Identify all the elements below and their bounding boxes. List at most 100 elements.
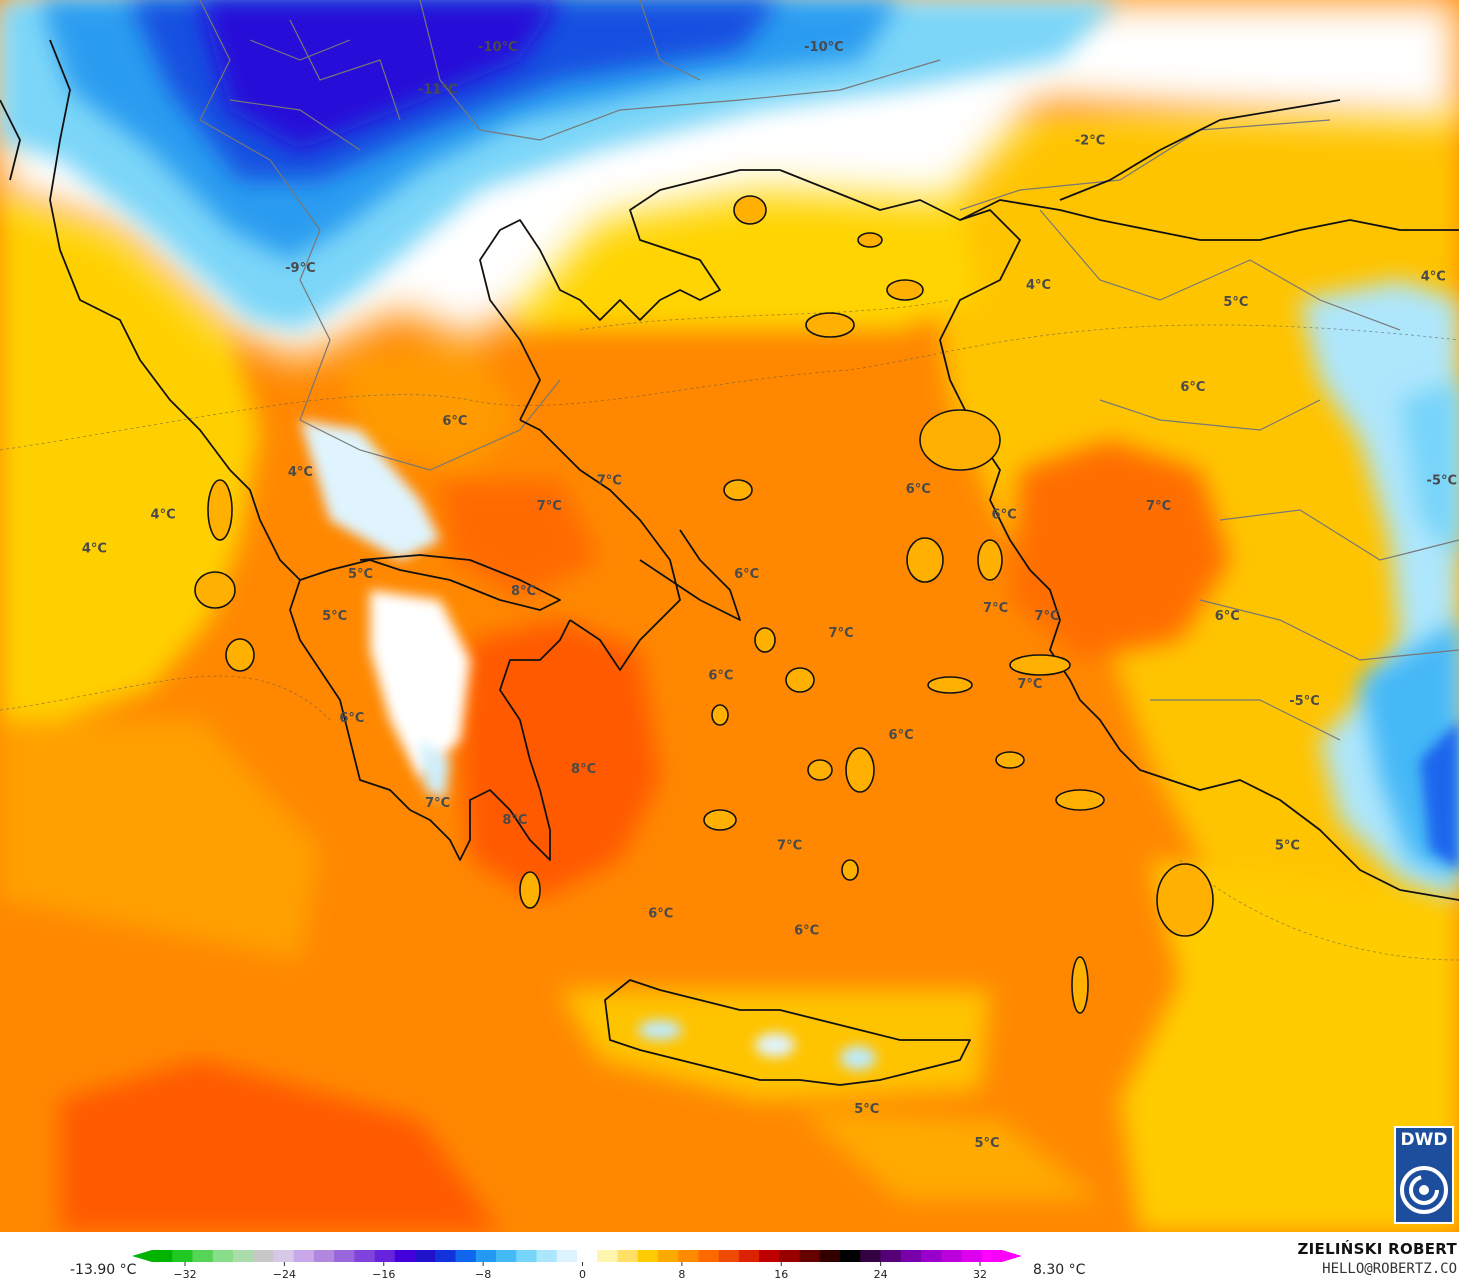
legend-bar: -13.90 °C −32 −24 −16 −8 0 8 16 24 32 8.30 °C ZI… — [0, 1232, 1459, 1287]
colorbar-cell — [799, 1250, 821, 1262]
colorbar-cell — [313, 1250, 335, 1262]
colorbar-cell — [232, 1250, 254, 1262]
colorbar-tick-label: 16 — [774, 1268, 788, 1281]
colorbar-cell — [819, 1250, 841, 1262]
colorbar-tick-label: 24 — [874, 1268, 888, 1281]
colorbar-cell — [941, 1250, 963, 1262]
temperature-label: 6°C — [734, 567, 759, 582]
colorbar-cell — [253, 1250, 274, 1262]
temperature-label: 6°C — [794, 924, 819, 939]
colorbar-cell — [961, 1250, 983, 1262]
colorbar-tick-label: 32 — [973, 1268, 987, 1281]
islands — [194, 195, 1214, 1014]
temperature-label: -2°C — [1075, 133, 1105, 148]
temperature-label: 7°C — [1034, 609, 1059, 624]
temperature-label: -9°C — [285, 261, 315, 276]
colorbar-cell — [779, 1250, 801, 1262]
temperature-label: 6°C — [339, 711, 364, 726]
temperature-label: 6°C — [889, 728, 914, 743]
temperature-label: 8°C — [571, 762, 596, 777]
colorbar-cell — [334, 1250, 355, 1262]
colorbar-cell — [556, 1250, 578, 1262]
colorbar-cell — [212, 1250, 234, 1262]
island-naxos — [845, 747, 875, 793]
min-temperature-label: -13.90 °C — [70, 1262, 137, 1278]
temperature-label: 6°C — [648, 907, 673, 922]
island-santorini — [841, 859, 859, 881]
island-skyros — [723, 479, 753, 501]
colorbar-cell — [536, 1250, 558, 1262]
island-milos — [703, 809, 737, 831]
temperature-labels: -10°C -10°C -11°C -2°C -9°C 4°C 5°C 4°C 6°C 6°C 4°… — [82, 40, 1457, 1151]
colorbar-cell — [435, 1250, 457, 1262]
temperature-label: 6°C — [708, 669, 733, 684]
colorbar-tick-label: −8 — [475, 1268, 491, 1281]
colorbar-tick-label: −16 — [372, 1268, 395, 1281]
temperature-label: -5°C — [1427, 473, 1457, 488]
colorbar-cell — [840, 1250, 861, 1262]
colorbar-right-arrow — [1002, 1250, 1022, 1262]
temperature-label: 8°C — [511, 584, 536, 599]
temperature-label: -10°C — [478, 40, 518, 55]
temperature-label: 4°C — [82, 541, 107, 556]
island-samos — [1009, 654, 1071, 676]
temperature-label: 7°C — [983, 601, 1008, 616]
island-syros — [711, 704, 729, 726]
colorbar-cell — [597, 1250, 618, 1262]
colorbar-cell — [637, 1250, 659, 1262]
temperature-label: -10°C — [804, 40, 844, 55]
temperature-label: 7°C — [777, 839, 802, 854]
hot-zones — [60, 340, 1230, 1232]
temperature-label: 5°C — [974, 1136, 999, 1151]
colorbar-cell — [718, 1250, 740, 1262]
temperature-label: -5°C — [1289, 694, 1319, 709]
island-corfu — [207, 479, 233, 541]
island-kythira — [519, 871, 541, 909]
temperature-label: 6°C — [1180, 380, 1205, 395]
island-karpathos — [1071, 956, 1089, 1014]
colorbar-cell — [698, 1250, 720, 1262]
colorbar-cell — [394, 1250, 416, 1262]
colorbar-cell — [192, 1250, 214, 1262]
country-borders — [199, 0, 1459, 741]
colorbar-cell — [354, 1250, 376, 1262]
island-zakynthos — [225, 638, 255, 672]
temperature-label: 7°C — [1146, 499, 1171, 514]
temperature-label: 5°C — [854, 1102, 879, 1117]
temperature-label: 7°C — [537, 499, 562, 514]
colorbar-tick-label: 8 — [678, 1268, 685, 1281]
colorbar-cell — [516, 1250, 538, 1262]
temperature-label: 5°C — [322, 609, 347, 624]
swirl-icon — [1400, 1166, 1448, 1214]
colorbar-cell — [293, 1250, 315, 1262]
max-temperature-label: 8.30 °C — [1033, 1262, 1086, 1278]
temperature-label: 6°C — [442, 414, 467, 429]
colorbar-cell — [475, 1250, 497, 1262]
temperature-label: 4°C — [1026, 278, 1051, 293]
island-mykonos — [785, 667, 815, 693]
colorbar-tick-label: −32 — [173, 1268, 196, 1281]
island-lesbos — [919, 409, 1001, 471]
temperature-label: 4°C — [1421, 269, 1446, 284]
temperature-label: 7°C — [1017, 677, 1042, 692]
colorbar-cell — [657, 1250, 679, 1262]
colorbar-cell — [678, 1250, 699, 1262]
dwd-logo: DWD — [1394, 1126, 1454, 1224]
colorbar-cell — [860, 1250, 882, 1262]
island-kefalonia — [194, 571, 236, 609]
temperature-label: -11°C — [418, 83, 458, 98]
island-rhodes — [1156, 863, 1214, 937]
temperature-label: 5°C — [1275, 839, 1300, 854]
island-lesbos-east — [977, 539, 1003, 581]
colorbar-cell — [738, 1250, 760, 1262]
temperature-label: 6°C — [1215, 609, 1240, 624]
temperature-label: 5°C — [348, 567, 373, 582]
colorbar-tick-label: 0 — [579, 1268, 586, 1281]
coastlines — [0, 39, 1459, 1086]
island-andros — [754, 627, 776, 653]
colorbar-cell — [759, 1250, 780, 1262]
temperature-label: 6°C — [992, 507, 1017, 522]
temperature-label: 8°C — [502, 813, 527, 828]
credit-name: ZIELIŃSKI ROBERT — [1297, 1240, 1457, 1258]
island-paros — [807, 759, 833, 781]
